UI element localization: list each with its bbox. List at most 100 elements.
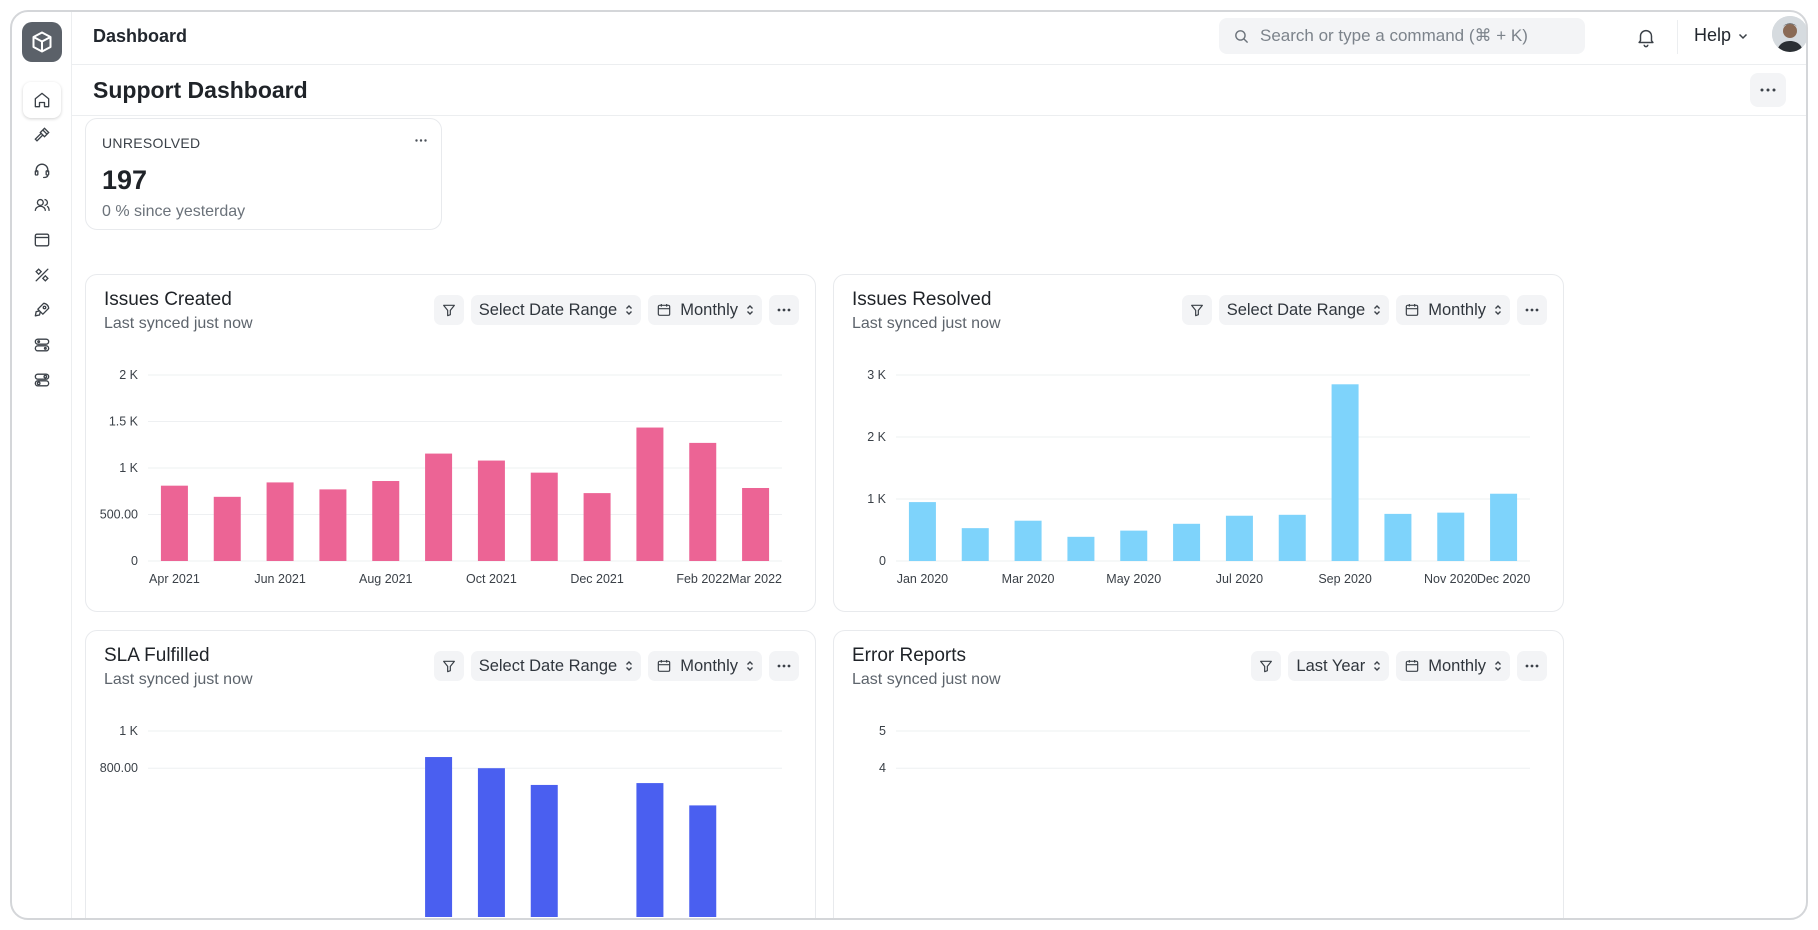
bar[interactable] bbox=[1278, 514, 1306, 561]
breadcrumb[interactable]: Dashboard bbox=[93, 26, 188, 46]
bar[interactable] bbox=[689, 442, 717, 561]
bar[interactable] bbox=[961, 528, 989, 561]
help-menu-button[interactable]: Help bbox=[1694, 25, 1749, 46]
interval-label: Monthly bbox=[680, 300, 738, 319]
x-tick-label: Nov 2020 bbox=[1424, 572, 1478, 586]
bar[interactable] bbox=[425, 757, 453, 917]
sidebar-item-home[interactable] bbox=[23, 82, 61, 118]
sidebar-item-deploy[interactable] bbox=[23, 292, 61, 328]
bar[interactable] bbox=[689, 805, 717, 917]
date-range-label: Select Date Range bbox=[478, 656, 618, 675]
chart-sync-status: Last synced just now bbox=[104, 315, 253, 332]
bar[interactable] bbox=[742, 487, 770, 561]
date-range-select[interactable]: Select Date Range bbox=[470, 295, 642, 325]
x-tick-label: Apr 2021 bbox=[149, 572, 200, 586]
bar[interactable] bbox=[1331, 384, 1359, 561]
bar[interactable] bbox=[477, 768, 505, 917]
more-horizontal-icon bbox=[415, 138, 427, 142]
chart-controls: Select Date Range Monthly bbox=[433, 651, 799, 681]
bar[interactable] bbox=[1225, 515, 1253, 561]
filter-icon bbox=[1190, 304, 1203, 317]
search-box[interactable] bbox=[1219, 18, 1585, 54]
filter-button[interactable] bbox=[433, 651, 464, 681]
topbar: Dashboard Help bbox=[72, 12, 1806, 65]
chevron-up-down-icon bbox=[747, 661, 753, 671]
sidebar bbox=[12, 12, 72, 918]
kpi-card-unresolved: UNRESOLVED 197 0 % since yesterday bbox=[85, 118, 442, 230]
bar-chart: 0 1 K 2 K 3 K Jan 2020 Mar 2020 May 2020 Jul 20… bbox=[867, 368, 1531, 586]
filter-button[interactable] bbox=[1251, 651, 1282, 681]
bar[interactable] bbox=[1437, 512, 1465, 561]
chart-controls: Last Year Monthly bbox=[1251, 651, 1547, 681]
chart-more-button[interactable] bbox=[1517, 295, 1547, 325]
bar-chart: 45 bbox=[879, 724, 1530, 775]
interval-select[interactable]: Monthly bbox=[648, 651, 762, 681]
bar[interactable] bbox=[1014, 520, 1042, 561]
search-input[interactable] bbox=[1260, 26, 1560, 46]
calendar-icon bbox=[1405, 304, 1419, 316]
date-range-select[interactable]: Select Date Range bbox=[1218, 295, 1390, 325]
more-horizontal-icon bbox=[777, 664, 791, 668]
sidebar-item-builds[interactable] bbox=[23, 117, 61, 153]
y-tick-label: 800.00 bbox=[100, 761, 138, 775]
notifications-button[interactable] bbox=[1633, 24, 1659, 50]
chart-more-button[interactable] bbox=[769, 651, 799, 681]
chart-more-button[interactable] bbox=[769, 295, 799, 325]
y-tick-label: 2 K bbox=[119, 368, 138, 382]
sidebar-item-tools[interactable] bbox=[23, 257, 61, 293]
bar[interactable] bbox=[530, 784, 558, 917]
y-tick-label: 1 K bbox=[867, 492, 886, 506]
bar[interactable] bbox=[425, 453, 453, 561]
date-range-select[interactable]: Select Date Range bbox=[470, 651, 642, 681]
y-tick-label: 3 K bbox=[867, 368, 886, 382]
bar[interactable] bbox=[1384, 513, 1412, 561]
chart-title: Issues Created bbox=[104, 289, 232, 310]
bar[interactable] bbox=[160, 485, 188, 561]
bar[interactable] bbox=[530, 472, 558, 561]
bar[interactable] bbox=[908, 502, 936, 561]
filter-icon bbox=[442, 660, 455, 673]
date-range-select[interactable]: Last Year bbox=[1288, 651, 1390, 681]
interval-select[interactable]: Monthly bbox=[1396, 651, 1510, 681]
kpi-more-button[interactable] bbox=[411, 133, 431, 147]
sidebar-item-users[interactable] bbox=[23, 187, 61, 223]
x-tick-label: Dec 2020 bbox=[1477, 572, 1531, 586]
filter-button[interactable] bbox=[433, 295, 464, 325]
x-tick-label: Sep 2020 bbox=[1318, 572, 1372, 586]
bar[interactable] bbox=[319, 489, 347, 561]
bar[interactable] bbox=[1120, 530, 1148, 561]
bar[interactable] bbox=[477, 460, 505, 561]
filter-button[interactable] bbox=[1181, 295, 1212, 325]
filter-icon bbox=[1260, 660, 1273, 673]
sidebar-item-portal[interactable] bbox=[23, 222, 61, 258]
chart-card-sla-fulfilled: SLA Fulfilled Last synced just now Select … bbox=[85, 630, 816, 918]
kpi-delta: 0 % since yesterday bbox=[102, 203, 246, 220]
bar[interactable] bbox=[372, 481, 400, 561]
bar[interactable] bbox=[266, 482, 294, 561]
sidebar-item-servers[interactable] bbox=[23, 327, 61, 363]
bar[interactable] bbox=[1067, 536, 1095, 561]
rocket-icon bbox=[34, 302, 50, 317]
bar[interactable] bbox=[213, 496, 241, 561]
chart-card-issues-created: Issues Created Last synced just now Select… bbox=[85, 274, 816, 612]
bar[interactable] bbox=[1173, 523, 1201, 561]
chart-sync-status: Last synced just now bbox=[852, 315, 1001, 332]
app-logo[interactable] bbox=[22, 22, 62, 62]
sidebar-item-support[interactable] bbox=[23, 152, 61, 188]
calendar-icon bbox=[657, 304, 671, 316]
sidebar-item-settings[interactable] bbox=[23, 362, 61, 398]
bar[interactable] bbox=[1490, 493, 1518, 561]
page-more-button[interactable] bbox=[1750, 73, 1786, 107]
chart-more-button[interactable] bbox=[1517, 651, 1547, 681]
interval-select[interactable]: Monthly bbox=[1396, 295, 1510, 325]
y-tick-label: 0 bbox=[131, 554, 138, 568]
interval-select[interactable]: Monthly bbox=[648, 295, 762, 325]
bar[interactable] bbox=[583, 493, 611, 561]
y-tick-label: 0 bbox=[879, 554, 886, 568]
page-header: Support Dashboard bbox=[72, 65, 1806, 116]
user-avatar[interactable] bbox=[1772, 16, 1806, 52]
bar[interactable] bbox=[636, 783, 664, 917]
bar-chart: 800.00 1 K bbox=[100, 724, 782, 917]
interval-label: Monthly bbox=[680, 656, 738, 675]
bar[interactable] bbox=[636, 427, 664, 561]
